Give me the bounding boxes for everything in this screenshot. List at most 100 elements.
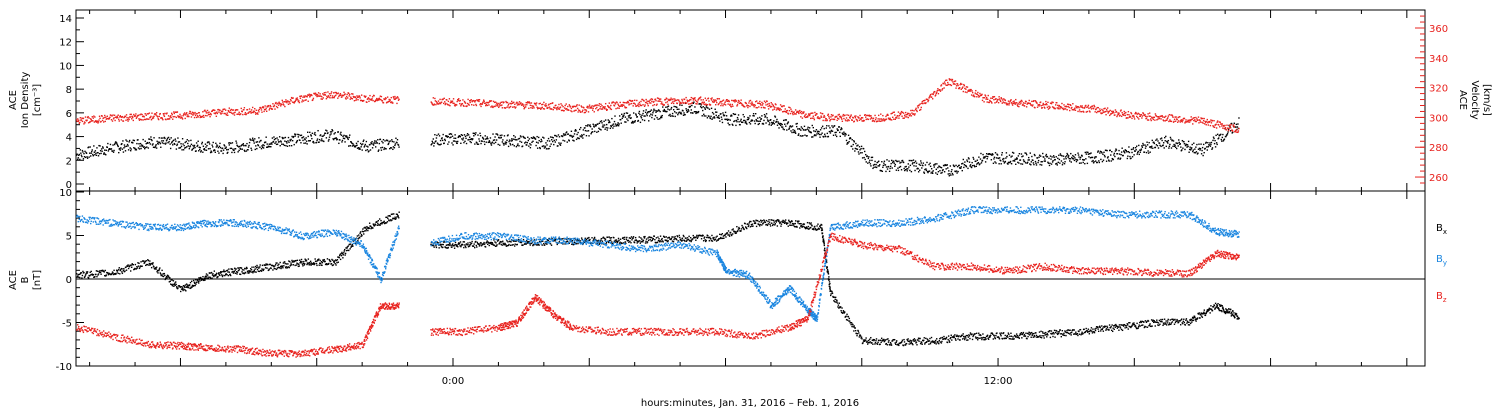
density-point <box>216 145 219 147</box>
density-point <box>303 142 305 144</box>
density-point <box>127 145 129 147</box>
bx-point <box>182 284 185 287</box>
density-point <box>1068 157 1070 160</box>
density-point <box>808 127 811 129</box>
velocity-point <box>90 118 92 120</box>
velocity-point <box>573 110 575 112</box>
density-point <box>885 170 887 173</box>
velocity-point <box>129 116 132 118</box>
velocity-point <box>978 95 981 98</box>
bx-point <box>220 271 222 274</box>
velocity-point <box>736 105 738 107</box>
density-point <box>642 112 644 115</box>
bx-point <box>245 266 248 269</box>
density-point <box>909 169 911 172</box>
velocity-point <box>1167 115 1170 117</box>
density-point <box>296 141 298 143</box>
density-point <box>266 143 268 145</box>
velocity-point <box>1139 115 1142 118</box>
velocity-point <box>936 91 938 93</box>
velocity-point <box>812 115 814 117</box>
velocity-point <box>531 107 534 109</box>
velocity-point <box>603 106 605 109</box>
velocity-point <box>1238 127 1240 130</box>
density-point <box>888 170 891 173</box>
density-point <box>873 163 876 166</box>
density-point <box>1163 147 1165 149</box>
velocity-point <box>1089 111 1091 113</box>
density-point <box>363 139 365 141</box>
velocity-point <box>289 98 292 101</box>
density-point <box>700 106 703 109</box>
velocity-point <box>584 109 586 111</box>
density-point <box>926 161 928 164</box>
density-point <box>107 142 109 145</box>
velocity-point <box>1218 124 1220 126</box>
density-point <box>575 138 578 141</box>
velocity-point <box>951 79 953 82</box>
density-point <box>987 155 989 158</box>
velocity-point <box>1179 116 1181 118</box>
bx-point <box>200 277 202 279</box>
velocity-point <box>903 117 905 119</box>
velocity-point <box>824 119 826 122</box>
density-point <box>1114 155 1116 158</box>
density-point <box>141 144 144 147</box>
velocity-point <box>560 109 563 112</box>
velocity-point <box>101 119 104 122</box>
density-point <box>1067 155 1070 157</box>
velocity-point <box>762 102 764 105</box>
velocity-point <box>1137 116 1139 119</box>
velocity-point <box>1044 103 1047 106</box>
bx-point <box>155 268 157 270</box>
velocity-point <box>277 102 279 104</box>
density-point <box>1056 164 1058 166</box>
density-point <box>525 141 527 143</box>
velocity-point <box>332 92 335 94</box>
density-point <box>249 139 252 141</box>
velocity-point <box>916 110 918 113</box>
bx-point <box>246 270 249 273</box>
density-point <box>975 165 977 168</box>
velocity-point <box>1138 118 1140 120</box>
velocity-point <box>611 102 613 104</box>
density-point <box>844 132 847 135</box>
density-point <box>468 136 471 138</box>
density-point <box>736 116 739 119</box>
density-point <box>1101 160 1104 163</box>
density-point <box>649 115 651 117</box>
velocity-point <box>887 114 889 116</box>
top-left-tick-label: 2 <box>66 156 72 167</box>
density-point <box>271 143 273 145</box>
velocity-point <box>479 102 482 105</box>
density-point <box>378 142 381 145</box>
velocity-point <box>323 94 325 96</box>
velocity-point <box>435 103 437 106</box>
bottom-tick-label: 10 <box>59 188 72 199</box>
velocity-point <box>209 115 211 118</box>
density-point <box>434 134 436 136</box>
density-point <box>724 118 726 120</box>
velocity-point <box>1191 118 1193 120</box>
density-point <box>529 146 532 149</box>
velocity-point <box>542 103 544 106</box>
density-point <box>753 115 755 117</box>
density-point <box>389 147 391 150</box>
density-point <box>259 146 261 148</box>
density-point <box>1192 149 1194 151</box>
density-point <box>1186 146 1188 148</box>
velocity-point <box>303 96 306 98</box>
velocity-point <box>92 119 94 122</box>
density-point <box>699 106 702 108</box>
density-point <box>478 140 481 142</box>
bx-point <box>115 273 117 275</box>
density-point <box>1144 147 1147 149</box>
density-point <box>930 172 932 174</box>
density-point <box>323 140 325 143</box>
density-point <box>638 110 641 113</box>
velocity-point <box>338 95 340 98</box>
velocity-point <box>509 105 512 108</box>
velocity-point <box>990 101 993 103</box>
density-point <box>779 122 781 125</box>
velocity-point <box>215 112 217 114</box>
